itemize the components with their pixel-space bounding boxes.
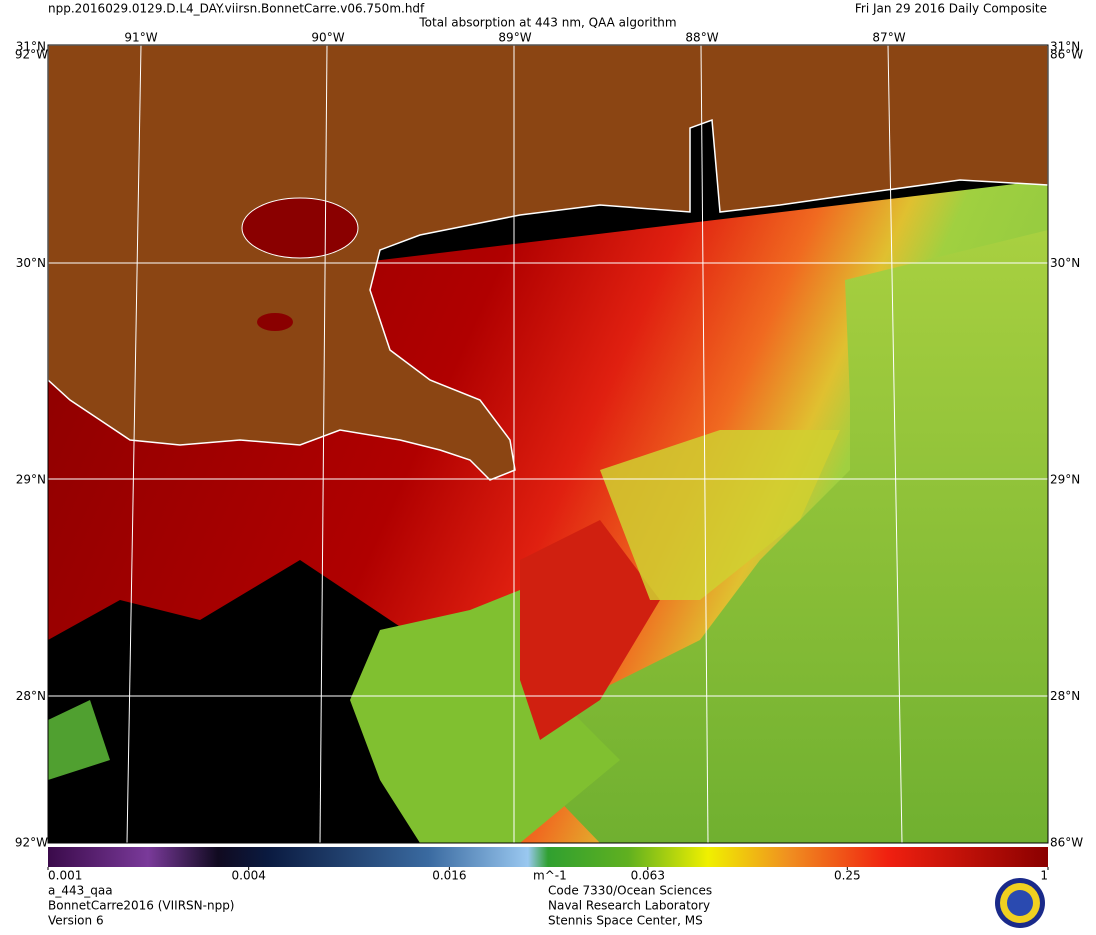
lon-labels: 91°W 90°W 89°W 88°W 87°W — [124, 31, 905, 45]
lon-label: 87°W — [872, 31, 905, 45]
lon-label: 91°W — [124, 31, 157, 45]
logo-inner — [1007, 890, 1033, 916]
lon-label: 88°W — [685, 31, 718, 45]
lat-label: 29°N — [16, 473, 46, 487]
colorbar-tick-label: 0.25 — [834, 869, 861, 883]
grid-line — [319, 45, 328, 843]
water-red-plume — [520, 520, 660, 740]
lat-label: 30°N — [16, 256, 46, 270]
lon-label: 90°W — [311, 31, 344, 45]
land — [48, 45, 1048, 481]
footer-left: a_443_qaa — [48, 884, 113, 898]
nrl-logo — [995, 878, 1045, 928]
footer-left: Version 6 — [48, 914, 104, 928]
lat-label: 31°N — [1050, 40, 1080, 54]
colorbar-unit: m^-1 — [533, 869, 567, 883]
colorbar-tick-label: 0.063 — [631, 869, 665, 883]
lat-label: 29°N — [1050, 473, 1080, 487]
lat-label: 30°N — [1050, 256, 1080, 270]
water-yellow — [600, 430, 840, 600]
corner-lon-label: 86°W — [1050, 836, 1083, 850]
water-green-west — [48, 700, 110, 780]
file-name: npp.2016029.0129.D.L4_DAY.viirsn.BonnetC… — [48, 2, 425, 16]
lake-pontchartrain — [241, 197, 359, 259]
grid — [48, 45, 1048, 843]
corner-lon-label: 92°W — [15, 48, 48, 62]
colorbar-tick-label: 0.016 — [432, 869, 466, 883]
lat-label: 28°N — [16, 689, 46, 703]
grid-line — [700, 45, 709, 843]
footer-right: Naval Research Laboratory — [548, 899, 710, 913]
colorbar-tick-label: 1 — [1040, 869, 1048, 883]
grid-line — [887, 45, 903, 843]
corner-lon-label: 92°W — [15, 836, 48, 850]
footer-left: BonnetCarre2016 (VIIRSN-npp) — [48, 899, 235, 913]
map-title: Total absorption at 443 nm, QAA algorith… — [418, 16, 676, 30]
footer-right: Code 7330/Ocean Sciences — [548, 884, 712, 898]
map-date: Fri Jan 29 2016 Daily Composite — [855, 2, 1047, 16]
colorbar-tick-label: 0.001 — [48, 869, 82, 883]
colorbar-tick-label: 0.004 — [232, 869, 266, 883]
lake — [257, 313, 293, 331]
grid-line — [126, 45, 142, 843]
corner-lon-label: 86°W — [1050, 48, 1083, 62]
lon-label: 89°W — [498, 31, 531, 45]
water-green — [520, 230, 1048, 843]
lat-label: 31°N — [16, 40, 46, 54]
colorbar-ticks: 0.001 0.004 0.016 0.063 0.25 1 — [47, 867, 1049, 883]
lat-labels: 31°N 31°N 30°N 30°N 29°N 29°N 28°N 28°N — [16, 40, 1081, 704]
footer-right: Stennis Space Center, MS — [548, 914, 703, 928]
lat-label: 28°N — [1050, 689, 1080, 703]
colorbar — [48, 847, 1048, 867]
map-image — [48, 45, 1048, 843]
map-frame — [47, 44, 1049, 844]
